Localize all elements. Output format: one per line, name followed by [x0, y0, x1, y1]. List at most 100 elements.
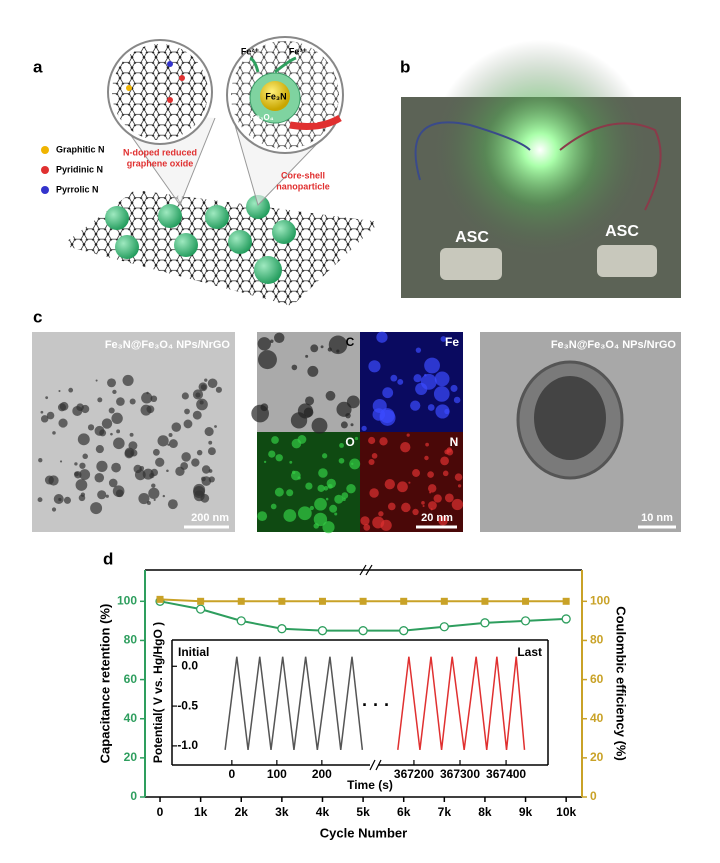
texture: [111, 412, 123, 425]
texture: [270, 503, 277, 510]
texture: [146, 405, 155, 414]
inset-y-label: Potential( V vs. Hg/HgO ): [151, 622, 165, 763]
legend-marker: [41, 166, 49, 174]
texture: [101, 418, 113, 429]
device: [440, 248, 502, 280]
texture: [40, 410, 44, 414]
texture: [257, 350, 277, 370]
texture: [87, 424, 95, 431]
texture: [421, 501, 425, 505]
graphene-lattice: [112, 44, 208, 140]
texture: [425, 442, 429, 447]
x-tick-label: 3k: [275, 805, 289, 819]
texture: [38, 458, 43, 463]
texture: [146, 500, 151, 505]
texture: [368, 459, 375, 466]
texture: [427, 404, 435, 411]
texture: [446, 448, 454, 456]
x-tick-label: 4k: [316, 805, 330, 819]
texture: [369, 488, 379, 498]
x-tick-label: 5k: [356, 805, 370, 819]
texture: [422, 504, 425, 508]
texture: [378, 511, 384, 517]
texture: [97, 490, 107, 500]
texture: [166, 469, 169, 473]
texture: [440, 336, 447, 342]
graphene-sheet: [62, 190, 380, 306]
texture: [107, 378, 116, 388]
texture: [450, 384, 458, 392]
texture: [129, 398, 136, 405]
particle-core: [534, 376, 606, 460]
texture: [271, 436, 279, 444]
map-label: C: [346, 335, 355, 349]
texture: [81, 404, 90, 414]
texture: [257, 511, 268, 522]
texture: [410, 400, 421, 411]
texture: [129, 432, 134, 437]
led-glow: [430, 40, 650, 260]
y-tick-label: 80: [124, 633, 138, 647]
texture: [124, 449, 134, 459]
panel-label: c: [33, 307, 42, 326]
texture: [442, 470, 449, 477]
texture: [105, 494, 109, 498]
x-tick-label: 8k: [478, 805, 492, 819]
texture: [80, 492, 86, 497]
y2-tick-label: 40: [590, 711, 604, 725]
texture: [453, 396, 461, 404]
texture: [406, 433, 410, 437]
svg-text:· · ·: · · ·: [362, 695, 390, 715]
texture: [371, 453, 378, 459]
texture: [122, 374, 134, 386]
texture: [208, 440, 213, 445]
texture: [323, 485, 329, 491]
texture: [152, 448, 160, 456]
texture: [454, 473, 463, 481]
marker: [522, 597, 530, 605]
y2-axis-label: Coulombic efficiency (%): [614, 606, 629, 761]
texture: [150, 468, 159, 477]
wire: [559, 122, 662, 211]
marker: [318, 597, 326, 605]
texture: [53, 494, 64, 505]
texture: [382, 387, 394, 399]
texture: [349, 458, 361, 470]
texture: [327, 347, 332, 352]
texture: [167, 443, 170, 446]
texture: [310, 344, 319, 353]
ion-label: Fe²⁺: [241, 46, 260, 56]
legend-marker: [41, 186, 49, 194]
texture: [37, 497, 43, 503]
texture: [183, 419, 193, 429]
marker: [195, 604, 206, 614]
texture: [207, 378, 218, 389]
texture: [274, 332, 285, 344]
texture: [376, 331, 388, 343]
core: [260, 81, 290, 111]
marker: [480, 618, 490, 628]
texture: [68, 387, 74, 393]
texture: [433, 386, 450, 402]
texture: [379, 437, 388, 446]
texture: [79, 469, 91, 481]
texture: [111, 462, 121, 473]
marker: [317, 626, 328, 636]
texture: [196, 449, 203, 456]
y2-tick-label: 80: [590, 633, 604, 647]
texture: [336, 349, 340, 353]
texture: [380, 519, 392, 531]
texture: [195, 392, 201, 398]
scale-label: 200 nm: [191, 512, 229, 524]
texture: [58, 418, 68, 428]
panel-label: b: [400, 57, 410, 76]
texture: [444, 408, 450, 415]
image-title: Fe₃N@Fe₃O₄ NPs/NrGO: [551, 339, 677, 351]
texture: [397, 481, 408, 493]
texture: [263, 460, 267, 464]
texture: [435, 404, 450, 419]
marker: [561, 614, 571, 624]
pyridinic-n: [179, 75, 185, 81]
y-axis-label: Capacitance retention (%): [97, 604, 112, 764]
texture: [181, 452, 191, 462]
